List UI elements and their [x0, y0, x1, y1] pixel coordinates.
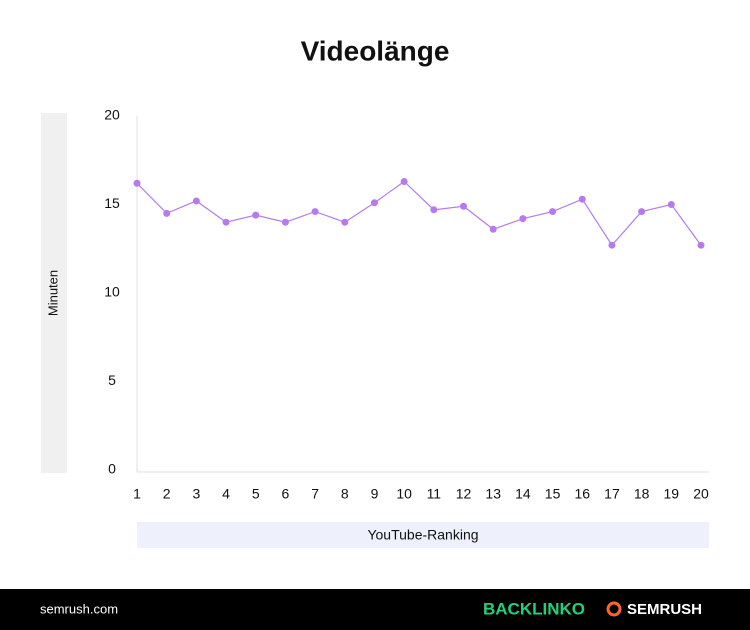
- data-point: [341, 218, 349, 226]
- x-tick-label: 1: [133, 486, 141, 502]
- x-tick-label: 19: [664, 486, 680, 502]
- y-tick-label: 0: [108, 461, 116, 477]
- data-point: [430, 206, 438, 214]
- data-point: [697, 241, 705, 249]
- chart-title: Videolänge: [301, 35, 450, 66]
- data-point: [667, 201, 675, 208]
- x-tick-label: 20: [693, 486, 709, 502]
- data-point: [460, 202, 468, 210]
- data-point: [519, 215, 527, 223]
- x-tick-label: 12: [456, 486, 472, 502]
- data-point: [400, 177, 408, 185]
- x-label-box: [137, 522, 709, 548]
- data-point: [133, 179, 141, 187]
- x-axis-label: YouTube-Ranking: [367, 527, 478, 543]
- footer-brand: SEMRUSH: [627, 601, 702, 618]
- x-tick-label: 3: [192, 486, 200, 502]
- y-axis-label: Minuten: [45, 270, 60, 316]
- x-tick-label: 14: [515, 486, 531, 502]
- x-tick-label: 15: [545, 486, 561, 502]
- x-tick-label: 4: [222, 486, 230, 502]
- data-point: [549, 208, 557, 216]
- data-point: [638, 208, 646, 216]
- data-point: [608, 241, 616, 249]
- x-tick-label: 8: [341, 486, 349, 502]
- x-tick-label: 16: [574, 486, 590, 502]
- data-point: [370, 199, 378, 207]
- y-tick-label: 10: [104, 284, 120, 300]
- x-tick-label: 18: [634, 486, 650, 502]
- x-tick-label: 13: [485, 486, 501, 502]
- x-tick-label: 11: [427, 486, 442, 502]
- y-tick-label: 5: [108, 372, 116, 388]
- x-tick-label: 6: [282, 486, 290, 502]
- semrush-icon: [606, 601, 622, 617]
- data-point: [222, 218, 230, 226]
- footer-brand: BACKLINKO: [483, 599, 585, 618]
- data-point: [252, 211, 260, 219]
- x-tick-label: 17: [604, 486, 620, 502]
- x-tick-label: 10: [396, 486, 412, 502]
- data-point: [281, 218, 289, 226]
- data-point: [163, 209, 171, 217]
- data-point: [311, 208, 319, 216]
- x-tick-label: 5: [252, 486, 260, 502]
- footer: [0, 589, 750, 630]
- data-point: [192, 197, 200, 205]
- y-label-box: [41, 113, 67, 473]
- data-point: [578, 195, 586, 203]
- x-tick-label: 7: [311, 486, 319, 502]
- footer-site: semrush.com: [40, 601, 118, 616]
- y-tick-label: 15: [104, 195, 120, 211]
- x-tick-label: 9: [371, 486, 379, 502]
- data-point: [489, 225, 497, 233]
- x-tick-label: 2: [163, 486, 171, 502]
- series-line: [136, 180, 702, 247]
- y-tick-label: 20: [104, 107, 120, 123]
